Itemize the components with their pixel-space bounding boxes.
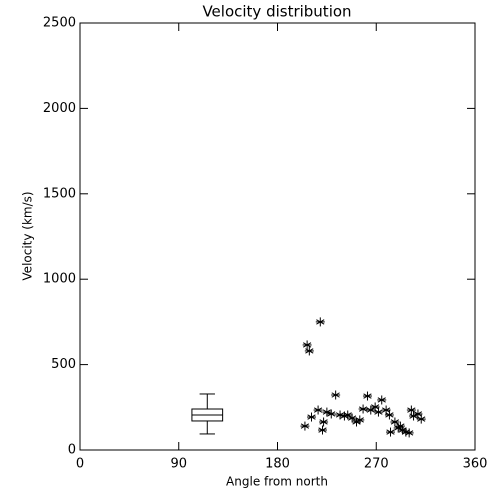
point xyxy=(390,417,400,427)
point xyxy=(315,317,325,327)
plot-frame xyxy=(79,22,476,451)
y-tick-label: 1000 xyxy=(43,272,76,287)
point xyxy=(386,427,396,437)
point xyxy=(322,407,332,417)
x-axis-label: Angle from north xyxy=(226,475,328,489)
point xyxy=(362,391,372,401)
point xyxy=(377,395,387,405)
point xyxy=(373,407,383,417)
point xyxy=(416,414,426,424)
chart-title: Velocity distribution xyxy=(202,3,351,21)
y-tick-label: 2000 xyxy=(43,101,76,116)
y-tick-label: 2500 xyxy=(43,16,76,31)
x-tick-label: 270 xyxy=(364,457,389,472)
point xyxy=(331,390,341,400)
point xyxy=(384,410,394,420)
point xyxy=(319,417,329,427)
x-tick-label: 90 xyxy=(170,457,187,472)
y-tick-label: 0 xyxy=(68,443,76,458)
point xyxy=(406,405,416,415)
point xyxy=(317,425,327,435)
point xyxy=(304,346,314,356)
point xyxy=(313,405,323,415)
point xyxy=(347,413,357,423)
point xyxy=(326,409,336,419)
y-tick-label: 500 xyxy=(51,357,76,372)
point xyxy=(413,409,423,419)
point xyxy=(302,340,312,350)
y-axis-label: Velocity (km/s) xyxy=(21,191,35,280)
point xyxy=(307,412,317,422)
point xyxy=(404,428,414,438)
y-tick-label: 1500 xyxy=(43,186,76,201)
x-tick-label: 0 xyxy=(76,457,84,472)
point xyxy=(355,415,365,425)
x-tick-label: 180 xyxy=(265,457,290,472)
x-tick-label: 360 xyxy=(463,457,488,472)
point xyxy=(358,404,368,414)
point xyxy=(300,421,310,431)
